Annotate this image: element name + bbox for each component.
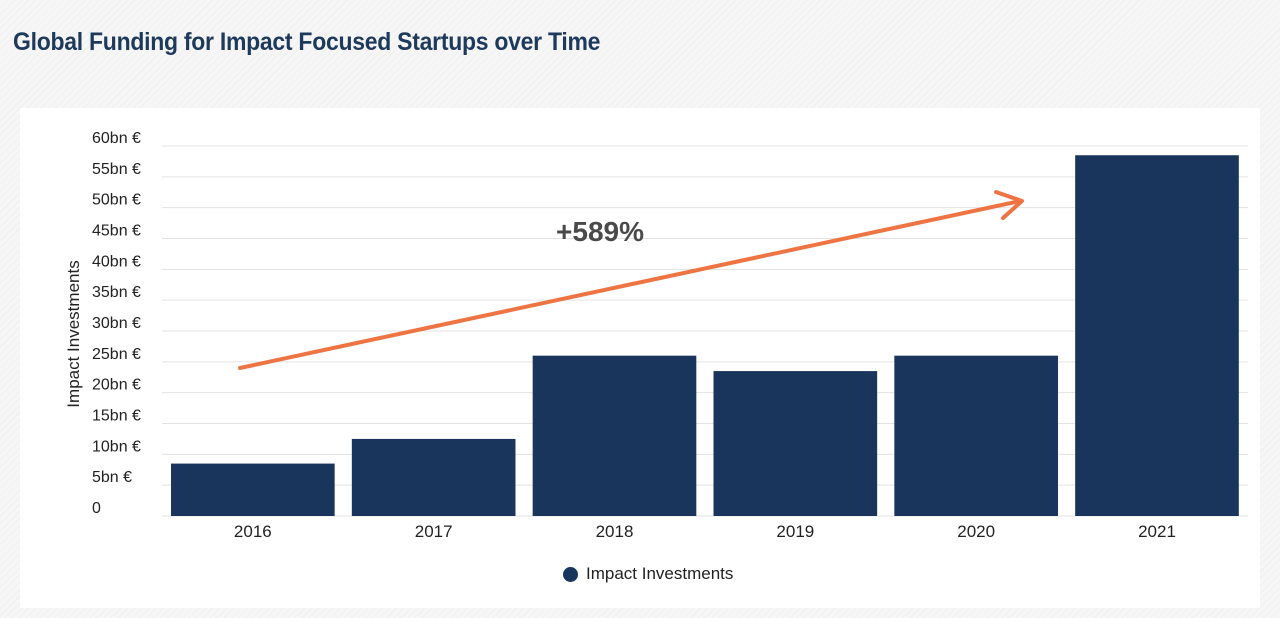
x-tick-label: 2021	[1138, 522, 1176, 541]
y-tick-label: 5bn €	[92, 469, 132, 486]
x-tick-label: 2017	[415, 522, 453, 541]
growth-arrow	[238, 190, 1024, 370]
arrow-shaft	[238, 199, 1022, 370]
bars	[171, 155, 1239, 516]
arrow-head	[994, 190, 1024, 220]
y-tick-label: 25bn €	[92, 346, 141, 363]
y-tick-label: 10bn €	[92, 438, 141, 455]
x-tick-label: 2019	[776, 522, 814, 541]
y-tick-label: 30bn €	[92, 315, 141, 332]
legend-marker	[563, 566, 578, 582]
x-tick-label: 2016	[234, 522, 272, 541]
y-tick-label: 0	[92, 500, 101, 517]
bar-2021	[1075, 155, 1239, 516]
growth-annotation: +589%	[556, 216, 644, 247]
x-tick-label: 2020	[957, 522, 995, 541]
y-tick-label: 55bn €	[92, 161, 141, 178]
y-tick-label: 40bn €	[92, 253, 141, 270]
y-axis-label: Impact Investments	[64, 260, 83, 407]
y-tick-label: 15bn €	[92, 408, 141, 425]
x-tick-label: 2018	[596, 522, 634, 541]
y-axis-ticks: 0 5bn € 10bn € 15bn € 20bn € 25bn € 30bn € 35bn…	[92, 130, 141, 517]
page-title: Global Funding for Impact Focused Startu…	[13, 28, 601, 56]
y-tick-label: 50bn €	[92, 192, 141, 209]
bar-2019	[713, 371, 878, 516]
y-tick-label: 20bn €	[92, 377, 141, 394]
bar-2018	[532, 355, 697, 516]
legend: Impact Investments	[563, 564, 733, 584]
bar-2020	[894, 355, 1058, 516]
y-tick-label: 35bn €	[92, 284, 141, 301]
y-tick-label: 45bn €	[92, 223, 141, 240]
bar-2017	[351, 438, 516, 516]
grid-lines	[162, 145, 1248, 517]
legend-label: Impact Investments	[586, 564, 734, 583]
y-tick-label: 60bn €	[92, 130, 141, 147]
x-axis-ticks: 2016 2017 2018 2019 2020 2021	[234, 522, 1176, 541]
bar-2016	[171, 463, 335, 516]
